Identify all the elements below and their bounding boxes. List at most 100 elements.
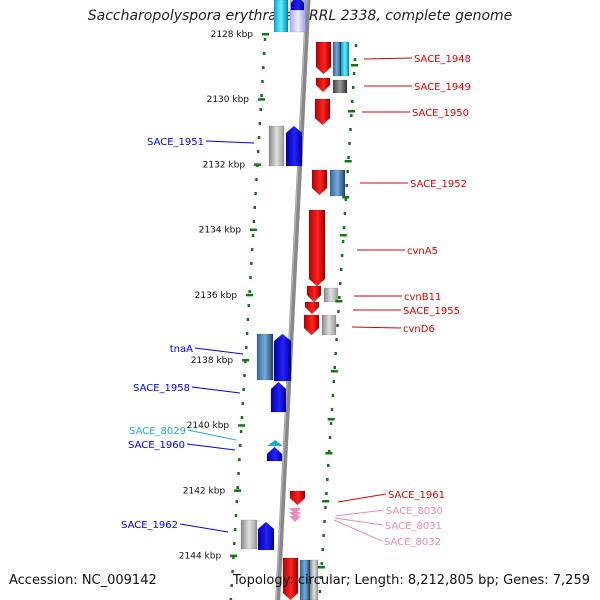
guide-dot-right (339, 268, 343, 271)
gene-label-sace-1960-group[interactable]: SACE_1960 (128, 440, 236, 451)
guide-dot-left (238, 444, 242, 447)
gene-labels: SACE_1948 SACE_1949 SACE_1950 SACE_1951 SACE… (121, 54, 471, 548)
gene-label-tnaa[interactable]: tnaA (170, 344, 193, 355)
gene-label-sace-1948-group[interactable]: SACE_1948 (363, 54, 471, 65)
accession-label: Accession: NC_009142 (9, 573, 157, 588)
gene-label-tnaa-group[interactable]: tnaA (170, 344, 244, 355)
guide-dot-right (327, 464, 330, 467)
gene-label-sace-1950-group[interactable]: SACE_1950 (362, 108, 469, 119)
guide-dot-left (245, 332, 249, 335)
guide-dot-right (338, 296, 341, 299)
gene-label-cvnd6-group[interactable]: cvnD6 (351, 324, 435, 335)
gene-label-sace-1961-group[interactable]: SACE_1961 (337, 490, 445, 503)
gene-label-sace-8029-group[interactable]: SACE_8029 (129, 426, 237, 441)
tick-mark (238, 424, 246, 427)
guide-dot-right (344, 198, 348, 201)
gene-label-sace-8032-group[interactable]: SACE_8032 (333, 519, 441, 548)
leader-line (187, 429, 237, 441)
guide-dot-left (250, 248, 254, 251)
guide-dot-left (241, 402, 245, 405)
dotted-guides (229, 38, 358, 600)
guide-dot-left (263, 38, 267, 41)
feature-reverse-1948 (315, 41, 332, 75)
tick-label-2136: 2136 kbp (195, 291, 238, 301)
guide-dot-right (324, 506, 327, 509)
tick-label-2142: 2142 kbp (183, 486, 226, 496)
gene-label-sace-1951[interactable]: SACE_1951 (147, 137, 204, 148)
feature-reverse-cvnA5 (308, 209, 326, 287)
guide-dot-left (251, 234, 255, 237)
guide-dot-right (327, 450, 331, 453)
feature-forward-1958 (270, 381, 287, 413)
gene-features (240, 0, 350, 600)
gene-label-sace-1955[interactable]: SACE_1955 (403, 306, 460, 317)
gene-label-sace-8030[interactable]: SACE_8030 (386, 506, 443, 517)
gene-label-sace-8031-group[interactable]: SACE_8031 (334, 517, 442, 532)
gene-label-cvna5[interactable]: cvnA5 (407, 246, 438, 257)
tick-mark-right (339, 234, 347, 237)
guide-dot-left (235, 500, 239, 503)
gene-label-cvnb11[interactable]: cvnB11 (404, 292, 441, 303)
tick-label-2134: 2134 kbp (199, 226, 242, 236)
guide-dot-right (348, 142, 351, 145)
gene-label-sace-1952-group[interactable]: SACE_1952 (360, 179, 467, 190)
guide-dot-left (247, 304, 251, 307)
gene-label-sace-8032[interactable]: SACE_8032 (384, 537, 441, 548)
gene-label-sace-1961[interactable]: SACE_1961 (388, 490, 445, 501)
tick-mark (254, 163, 262, 166)
tick-label-2128: 2128 kbp (211, 30, 254, 40)
guide-dot-left (242, 388, 245, 391)
guide-dot-right (340, 254, 344, 257)
gene-label-sace-1962[interactable]: SACE_1962 (121, 520, 178, 531)
gene-label-sace-1960[interactable]: SACE_1960 (128, 440, 185, 451)
genome-backbone (275, 0, 311, 600)
gene-label-sace-8029[interactable]: SACE_8029 (129, 426, 186, 437)
guide-dot-right (333, 366, 336, 369)
guide-dot-right (334, 352, 337, 355)
feature-rna-8032 (289, 516, 301, 522)
leader-line (334, 517, 384, 526)
guide-dot-right (351, 100, 354, 103)
feature-pseudo-cvnB11 (323, 287, 339, 303)
gene-label-sace-1958[interactable]: SACE_1958 (133, 383, 190, 394)
feature-cds-1952 (329, 169, 346, 197)
leader-line (351, 326, 402, 329)
gene-label-sace-1950[interactable]: SACE_1950 (412, 108, 469, 119)
guide-dot-left (248, 290, 251, 293)
gene-label-cvnb11-group[interactable]: cvnB11 (354, 292, 441, 303)
guide-dot-right (339, 282, 342, 285)
leader-line (186, 443, 236, 451)
guide-dot-right (354, 44, 358, 47)
tick-mark (246, 293, 254, 297)
feature-reverse-1955 (304, 301, 320, 315)
tick-mark (258, 98, 266, 101)
feature-forward-1951 (285, 125, 303, 167)
guide-dot-left (255, 178, 258, 181)
tick-mark-right (327, 418, 335, 421)
guide-dot-right (350, 114, 353, 117)
guide-dot-left (253, 206, 257, 209)
gene-label-sace-1949[interactable]: SACE_1949 (414, 82, 471, 93)
gene-label-sace-8030-group[interactable]: SACE_8030 (335, 506, 443, 517)
gene-label-sace-1952[interactable]: SACE_1952 (410, 179, 467, 190)
gene-label-sace-8031[interactable]: SACE_8031 (385, 521, 442, 532)
gene-label-sace-1962-group[interactable]: SACE_1962 (121, 520, 229, 533)
guide-dot-left (260, 94, 263, 97)
gene-label-sace-1958-group[interactable]: SACE_1958 (133, 383, 241, 394)
feature-pseudo-1951 (268, 125, 285, 167)
gene-label-sace-1955-group[interactable]: SACE_1955 (353, 306, 460, 317)
tick-label-2132: 2132 kbp (203, 160, 246, 170)
guide-dot-left (240, 416, 244, 419)
gene-label-sace-1951-group[interactable]: SACE_1951 (147, 137, 255, 148)
gene-label-cvnd6[interactable]: cvnD6 (403, 324, 435, 335)
feature-cds-tnaA (256, 333, 274, 381)
feature-cds-1948b (340, 41, 350, 77)
guide-dot-right (351, 86, 355, 89)
gene-label-sace-1948[interactable]: SACE_1948 (414, 54, 471, 65)
gene-label-cvna5-group[interactable]: cvnA5 (357, 246, 438, 257)
guide-dot-left (236, 486, 239, 489)
guide-dot-right (321, 548, 324, 551)
gene-label-sace-1949-group[interactable]: SACE_1949 (364, 82, 471, 93)
topology-summary: Topology: circular; Length: 8,212,805 bp… (232, 573, 590, 588)
